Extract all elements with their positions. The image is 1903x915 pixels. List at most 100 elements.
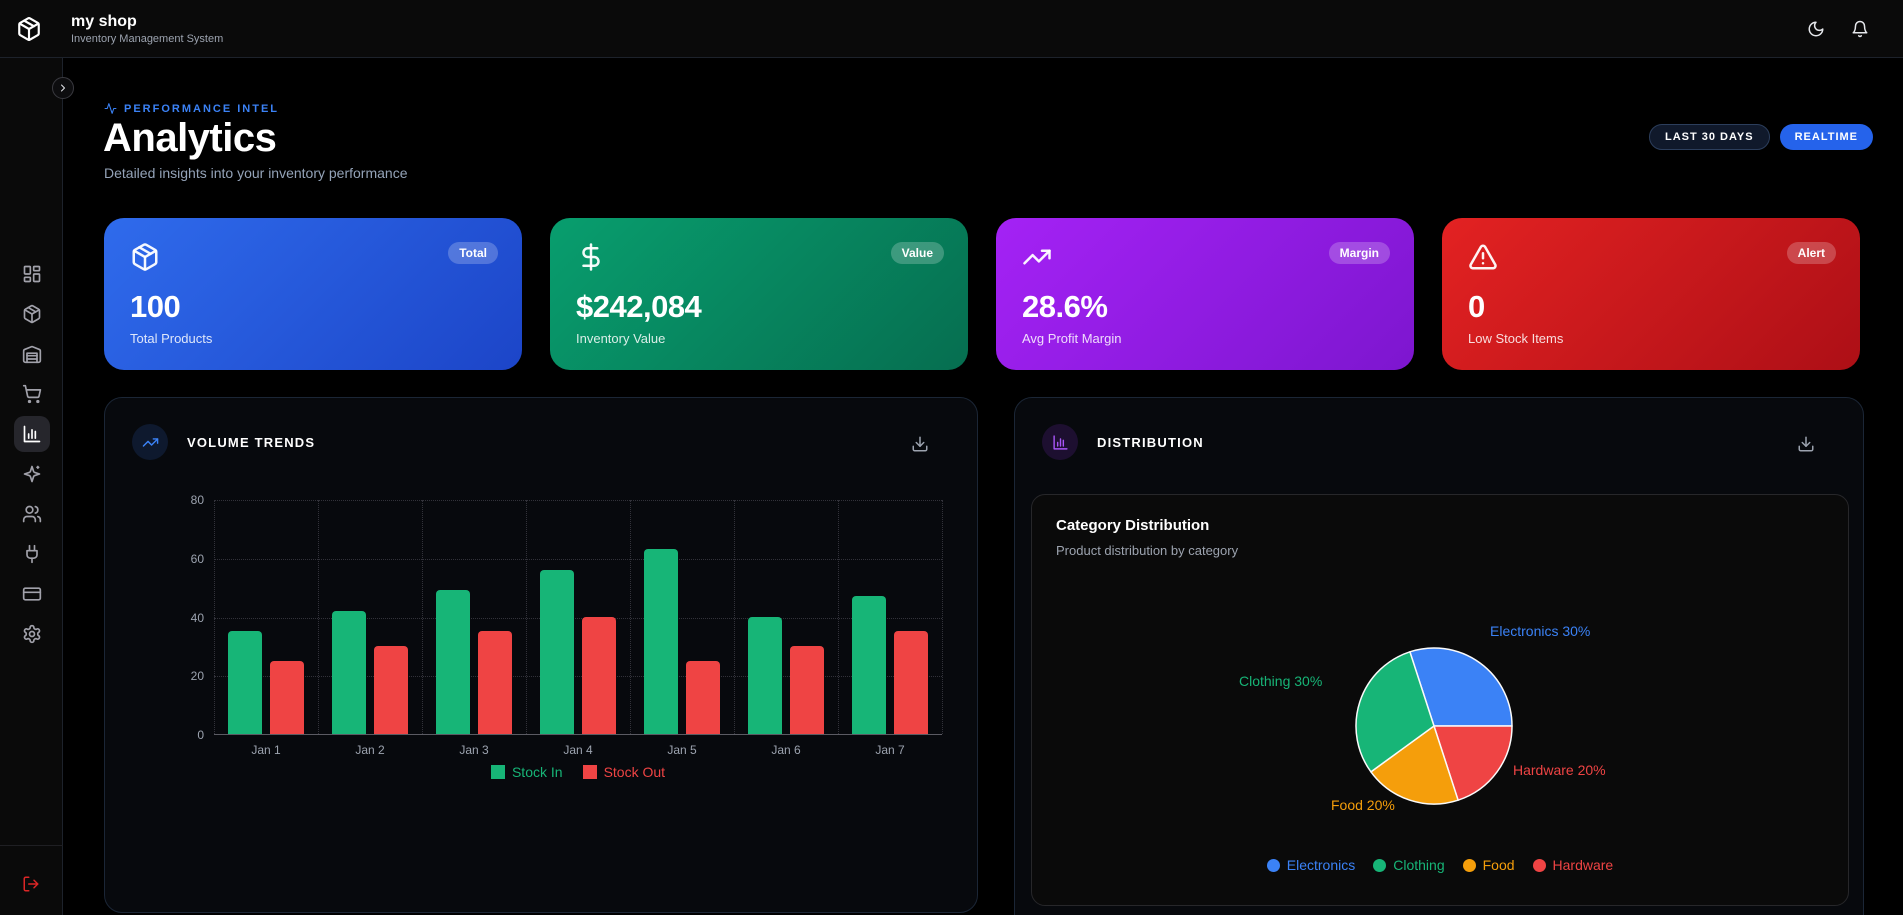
bar-stock-out	[374, 645, 408, 734]
y-axis-tick: 20	[190, 669, 204, 684]
x-axis-tick: Jan 4	[563, 743, 593, 757]
stat-badge: Value	[890, 242, 944, 264]
legend-swatch	[582, 765, 597, 779]
chevron-right-icon	[57, 82, 69, 94]
app-title-block: my shop Inventory Management System	[71, 12, 223, 45]
bar-stock-out	[686, 660, 720, 734]
distribution-download-button[interactable]	[1793, 431, 1819, 457]
y-axis-tick: 60	[190, 551, 204, 566]
volume-card-header: VOLUME TRENDS	[132, 424, 315, 460]
legend-item-electronics[interactable]: Electronics	[1266, 857, 1355, 873]
pie-label-hardware: Hardware 20%	[1513, 762, 1606, 778]
stat-label: Avg Profit Margin	[1022, 331, 1122, 346]
moon-icon	[1807, 20, 1825, 38]
bar-stock-in	[644, 548, 678, 734]
sidebar	[0, 58, 63, 915]
realtime-pill[interactable]: REALTIME	[1779, 124, 1873, 150]
stat-card-value: Value $242,084 Inventory Value	[550, 218, 968, 370]
sidebar-item-bar-chart[interactable]	[13, 416, 50, 452]
legend-label: Food	[1482, 857, 1515, 873]
sidebar-item-package[interactable]	[14, 296, 50, 332]
trending-up-icon	[132, 424, 168, 460]
distribution-card-title: DISTRIBUTION	[1097, 434, 1204, 450]
bar-stock-out	[270, 660, 304, 734]
sidebar-item-settings[interactable]	[14, 616, 50, 652]
legend-dot	[1266, 858, 1280, 872]
sidebar-item-sparkles[interactable]	[14, 456, 50, 492]
sparkles-icon	[22, 464, 42, 484]
sidebar-item-shopping-cart[interactable]	[14, 376, 50, 412]
warehouse-icon	[22, 344, 42, 364]
x-axis-tick: Jan 6	[771, 743, 801, 757]
stat-badge: Margin	[1328, 242, 1390, 264]
gridline	[214, 500, 942, 501]
app-subtitle: Inventory Management System	[71, 33, 224, 45]
download-icon	[1797, 435, 1815, 453]
notifications-button[interactable]	[1843, 12, 1877, 46]
legend-label: Stock In	[511, 764, 563, 780]
bar-group-jan-5	[630, 500, 734, 734]
bar-group-jan-6	[734, 500, 838, 734]
bar-stock-out	[790, 645, 824, 734]
volume-card-title: VOLUME TRENDS	[187, 434, 316, 450]
bar-stock-in	[748, 616, 782, 734]
gridline	[422, 500, 423, 734]
app-logo-package-icon	[14, 14, 44, 44]
stat-badge: Total	[448, 242, 498, 264]
bar-chart-legend: Stock In Stock Out	[214, 764, 942, 780]
bar-stock-in	[436, 590, 470, 734]
log-out-icon	[22, 875, 40, 893]
pie-label-electronics: Electronics 30%	[1490, 623, 1591, 639]
pie-slice-clothing	[1355, 651, 1435, 773]
pie-chart-title: Category Distribution	[1056, 517, 1210, 534]
logout-button[interactable]	[13, 866, 49, 902]
legend-item-stock-in[interactable]: Stock In	[490, 764, 563, 780]
main-content: PERFORMANCE INTEL Analytics Detailed ins…	[63, 58, 1903, 915]
users-icon	[22, 504, 42, 524]
sidebar-item-warehouse[interactable]	[14, 336, 50, 372]
bar-chart-plot: Jan 1 Jan 2 Jan 3 Jan 4 Jan 5 Jan 6 Jan 7 0 20 4…	[191, 493, 943, 757]
bar-group-jan-4	[526, 500, 630, 734]
distribution-card-header: DISTRIBUTION	[1042, 424, 1204, 460]
eyebrow-text: PERFORMANCE INTEL	[124, 102, 279, 115]
sidebar-collapse-button[interactable]	[52, 77, 74, 99]
stat-card-margin: Margin 28.6% Avg Profit Margin	[996, 218, 1414, 370]
alert-triangle-icon	[1468, 242, 1498, 272]
legend-item-food[interactable]: Food	[1462, 857, 1515, 873]
download-icon	[911, 435, 929, 453]
shopping-cart-icon	[22, 384, 42, 404]
legend-item-stock-out[interactable]: Stock Out	[582, 764, 665, 780]
stat-label: Total Products	[130, 331, 213, 346]
activity-icon	[104, 102, 117, 115]
gridline	[942, 500, 943, 734]
sidebar-item-credit-card[interactable]	[14, 576, 50, 612]
gridline	[214, 558, 942, 560]
gridline	[318, 500, 319, 734]
bar-stock-in	[852, 595, 886, 734]
stat-card-total: Total 100 Total Products	[104, 218, 522, 370]
sidebar-item-plug[interactable]	[14, 536, 50, 572]
legend-label: Hardware	[1552, 857, 1614, 873]
bar-stock-out	[582, 616, 616, 734]
pie-label-food: Food 20%	[1331, 797, 1395, 813]
legend-label: Clothing	[1393, 857, 1445, 873]
sidebar-divider	[0, 845, 63, 846]
sidebar-item-users[interactable]	[14, 496, 50, 532]
layout-dashboard-icon	[22, 264, 42, 284]
y-axis-tick: 80	[190, 493, 204, 507]
theme-toggle-button[interactable]	[1799, 12, 1833, 46]
credit-card-icon	[22, 584, 42, 604]
legend-item-hardware[interactable]: Hardware	[1532, 857, 1614, 873]
bar-stock-out	[894, 631, 928, 734]
sidebar-item-layout-dashboard[interactable]	[14, 256, 50, 292]
gridline	[214, 500, 215, 734]
stat-card-alert: Alert 0 Low Stock Items	[1442, 218, 1860, 370]
date-range-pill[interactable]: LAST 30 DAYS	[1648, 124, 1770, 150]
legend-dot	[1373, 858, 1387, 872]
volume-download-button[interactable]	[907, 431, 933, 457]
legend-item-clothing[interactable]: Clothing	[1373, 857, 1445, 873]
page-subtitle: Detailed insights into your inventory pe…	[104, 165, 408, 181]
bar-stock-in	[332, 610, 366, 734]
stat-label: Low Stock Items	[1468, 331, 1564, 346]
